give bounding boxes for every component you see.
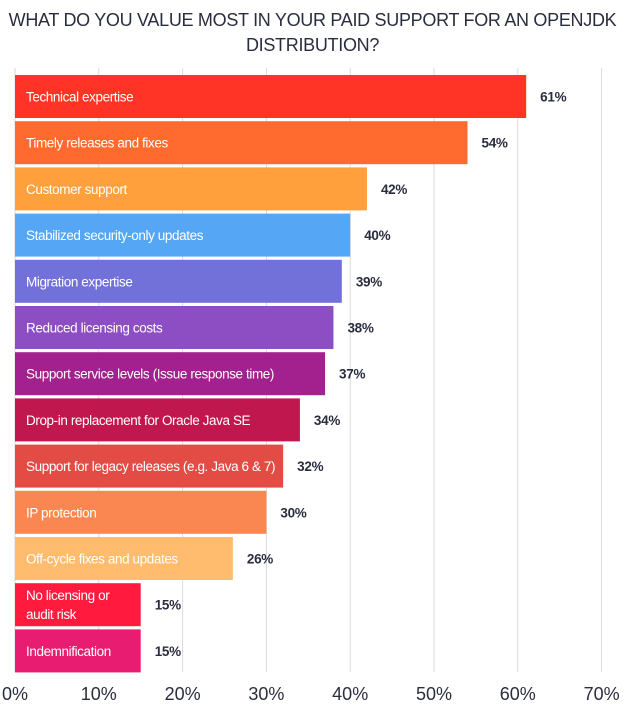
bar-6 [15,352,326,396]
bar-10 [15,537,233,580]
value-label-8: 32% [297,459,323,474]
x-tick-label-10: 10% [81,684,117,704]
value-label-6: 37% [339,367,365,382]
value-label-2: 42% [381,182,407,197]
bar-5 [15,306,334,349]
value-label-12: 15% [155,644,181,659]
x-tick-label-60: 60% [500,684,536,704]
bar-label-8: Support for legacy releases (e.g. Java 6… [26,459,275,474]
bar-label-7: Drop-in replacement for Oracle Java SE [26,413,251,428]
x-tick-label-70: 70% [584,684,620,704]
bar-label-12: Indemnification [26,644,111,659]
bar-label-6: Support service levels (Issue response t… [26,367,274,382]
bar-11 [15,583,141,627]
x-tick-label-20: 20% [165,684,201,704]
value-label-1: 54% [482,136,508,151]
bar-label-0: Technical expertise [26,90,133,105]
x-tick-label-0: 0% [2,684,28,704]
bar-label-5: Reduced licensing costs [26,321,163,336]
value-label-5: 38% [347,321,373,336]
chart-title: WHAT DO YOU VALUE MOST IN YOUR PAID SUPP… [0,8,625,58]
chart-title-line-1: WHAT DO YOU VALUE MOST IN YOUR PAID SUPP… [8,10,617,30]
bar-2 [15,167,367,211]
bar-label-3: Stabilized security-only updates [26,228,204,243]
bar-label-10: Off-cycle fixes and updates [26,552,178,567]
bar-label-1: Timely releases and fixes [26,136,168,151]
bar-label-4: Migration expertise [26,274,132,289]
chart-title-line-2: DISTRIBUTION? [245,35,380,55]
bar-label-11-line-1: audit risk [26,607,77,622]
value-label-9: 30% [280,505,306,520]
bar-8 [15,444,284,488]
value-label-3: 40% [364,228,390,243]
x-tick-label-40: 40% [332,684,368,704]
bar-label-2: Customer support [26,182,128,197]
bar-4 [15,259,342,303]
bar-12 [15,629,141,673]
bar-label-11-line-0: No licensing or [26,588,110,603]
x-tick-label-30: 30% [248,684,284,704]
bar-label-9: IP protection [26,505,96,520]
bar-0 [15,75,527,118]
value-label-11: 15% [155,598,181,613]
bar-1 [15,121,468,165]
value-label-7: 34% [314,413,340,428]
value-label-4: 39% [356,274,382,289]
value-label-0: 61% [540,90,566,105]
bar-7 [15,398,300,442]
value-label-10: 26% [247,552,273,567]
bar-9 [15,490,267,534]
bar-3 [15,213,351,257]
x-tick-label-50: 50% [416,684,452,704]
